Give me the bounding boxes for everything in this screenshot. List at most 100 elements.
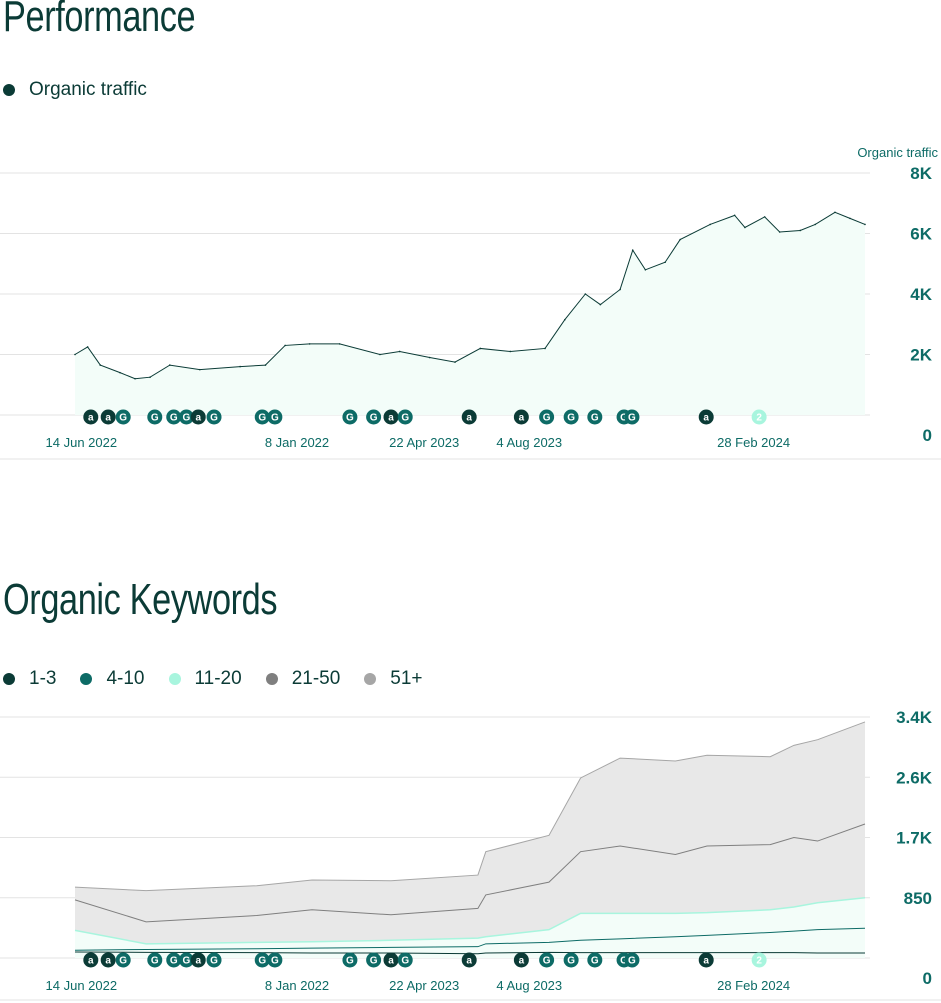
annotation-marker-label: a: [703, 956, 709, 967]
annotation-marker-label: a: [388, 956, 394, 967]
annotation-marker-label: a: [519, 956, 525, 967]
annotation-marker-label: G: [258, 956, 266, 967]
data-point: [778, 231, 781, 233]
annotation-marker-label: a: [195, 956, 201, 967]
y-tick-label: 6K: [910, 225, 932, 244]
annotation-marker-G: [254, 409, 270, 425]
annotation-marker-label: G: [628, 413, 636, 424]
annotation-marker-G: [254, 952, 270, 968]
annotation-marker-label: G: [182, 956, 190, 967]
y-tick-label: 2.6K: [896, 768, 933, 787]
annotation-marker-label: G: [210, 413, 218, 424]
x-tick-label: 4 Aug 2023: [496, 435, 562, 450]
data-point: [379, 353, 381, 356]
annotation-marker-G: [166, 409, 182, 425]
data-point: [599, 303, 602, 306]
annotation-marker-label: G: [628, 956, 636, 967]
x-tick-label: 4 Aug 2023: [496, 978, 562, 993]
y-tick-label: 0: [923, 426, 932, 445]
x-tick-label: 8 Jan 2022: [265, 435, 329, 450]
legend-dot: [3, 673, 15, 685]
annotation-marker-label: G: [346, 413, 354, 424]
line-51+: [74, 721, 866, 892]
annotation-marker-label: G: [401, 956, 409, 967]
legend-label: 1-3: [29, 668, 57, 689]
annotation-marker-label: G: [182, 413, 190, 424]
annotation-marker-a: [698, 952, 714, 968]
x-tick-label: 14 Jun 2022: [46, 978, 118, 993]
y-tick-label: 3.4K: [896, 708, 933, 727]
annotation-marker-label: a: [195, 413, 201, 424]
legend-1-3[interactable]: 1-3: [3, 668, 56, 690]
data-point: [149, 376, 151, 378]
performance-legend: Organic traffic: [3, 79, 171, 101]
annotation-marker-label: G: [543, 413, 551, 424]
x-tick-label: 22 Apr 2023: [389, 978, 459, 993]
data-point: [74, 353, 76, 356]
legend-21-50[interactable]: 21-50: [265, 668, 341, 690]
annotation-marker-label: G: [567, 956, 575, 967]
annotation-marker-G: [624, 952, 640, 968]
performance-title: Performance: [3, 0, 196, 41]
keywords-legend: 1-3 4-10 11-20 21-50 51+: [3, 668, 447, 690]
legend-organic-traffic[interactable]: Organic traffic: [3, 79, 147, 101]
annotation-marker-G: [563, 409, 579, 425]
annotation-marker-G: [178, 952, 194, 968]
annotation-marker-a: [100, 409, 116, 425]
legend-label: Organic traffic: [29, 79, 147, 100]
annotation-marker-a: [383, 409, 399, 425]
line-21-50: [74, 823, 866, 923]
x-tick-label: 28 Feb 2024: [717, 435, 790, 450]
annotation-marker-a: [513, 952, 529, 968]
data-point: [849, 217, 851, 220]
data-point: [284, 344, 286, 347]
annotation-marker-label: G: [258, 413, 266, 424]
annotation-marker-label: G: [119, 956, 127, 967]
keywords-title: Organic Keywords: [3, 575, 278, 624]
data-point: [709, 223, 711, 226]
annotation-marker-a: [461, 409, 477, 425]
annotation-marker-a: [190, 409, 206, 425]
legend-51-plus[interactable]: 51+: [364, 668, 423, 690]
annotation-marker-G: [397, 952, 413, 968]
data-point: [428, 356, 431, 359]
annotation-marker-label: G: [346, 956, 354, 967]
data-point: [509, 350, 512, 353]
legend-dot: [364, 673, 377, 685]
legend-4-10[interactable]: 4-10: [80, 668, 145, 690]
data-point: [744, 226, 746, 229]
annotation-marker-G: [342, 409, 358, 425]
data-point: [134, 377, 136, 380]
traffic-line: [74, 211, 866, 380]
annotation-marker-label: a: [388, 413, 394, 424]
data-point: [544, 347, 546, 350]
y-tick-label: 8K: [910, 164, 932, 183]
y-tick-label: 850: [904, 889, 932, 908]
annotation-marker-G: [206, 952, 222, 968]
data-point: [733, 214, 736, 217]
area-11-20: [75, 897, 865, 951]
annotation-marker-G: [115, 952, 131, 968]
y-tick-label: 0: [923, 969, 932, 988]
annotation-marker-G: [206, 409, 222, 425]
annotation-marker-label: G: [401, 413, 409, 424]
legend-dot: [3, 84, 15, 96]
annotation-marker-G: [539, 409, 555, 425]
annotation-marker-label: G: [543, 956, 551, 967]
data-point: [454, 361, 456, 363]
annotation-marker-label: 2: [756, 956, 762, 967]
legend-11-20[interactable]: 11-20: [168, 668, 242, 690]
annotation-marker-label: a: [703, 413, 709, 424]
annotation-marker-n: [751, 409, 767, 425]
annotation-marker-label: G: [170, 413, 178, 424]
data-point: [631, 249, 634, 251]
annotation-marker-a: [513, 409, 529, 425]
annotation-marker-label: G: [620, 413, 628, 424]
legend-label: 4-10: [106, 668, 145, 689]
annotation-marker-G: [397, 409, 413, 425]
legend-label: 21-50: [291, 668, 341, 689]
annotation-marker-label: 2: [756, 413, 762, 424]
annotation-marker-G: [166, 952, 182, 968]
area-4-10: [75, 928, 865, 954]
annotation-marker-G: [267, 409, 283, 425]
